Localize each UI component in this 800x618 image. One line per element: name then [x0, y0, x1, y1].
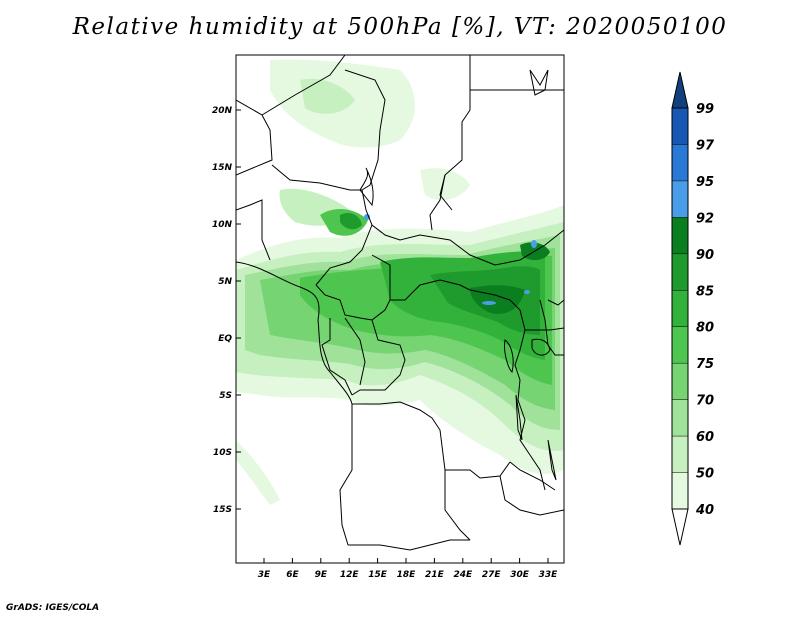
- rh-95-97-spot: [482, 301, 496, 305]
- colorbar-label: 95: [696, 175, 714, 190]
- lat-tick-label: EQ: [218, 334, 232, 344]
- lon-tick-label: 30E: [510, 570, 530, 580]
- colorbar-swatch: [672, 472, 688, 509]
- lat-tick-label: 5N: [218, 277, 232, 287]
- map-frame: [235, 54, 565, 564]
- lat-tick-label: 20N: [212, 106, 233, 116]
- lon-tick-label: 21E: [425, 570, 445, 580]
- colorbar-top-arrow: [671, 71, 689, 109]
- colorbar-label: 99: [696, 102, 714, 117]
- colorbar-swatch: [672, 144, 688, 181]
- chart-title: Relative humidity at 500hPa [%], VT: 202…: [72, 14, 728, 40]
- lon-tick-label: 12E: [340, 570, 360, 580]
- colorbar-label: 80: [696, 321, 714, 336]
- colorbar-swatch: [672, 108, 688, 145]
- lon-tick-label: 15E: [368, 570, 388, 580]
- colorbar-swatch: [672, 253, 688, 291]
- colorbar-swatch: [672, 326, 688, 364]
- lon-tick-label: 18E: [397, 570, 417, 580]
- lat-tick-label: 15N: [212, 163, 233, 173]
- colorbar-swatch: [672, 290, 688, 327]
- colorbar-swatch: [672, 399, 688, 437]
- colorbar-label: 92: [696, 211, 714, 226]
- colorbar-swatch: [672, 217, 688, 254]
- coastlines: [236, 69, 557, 481]
- lat-tick-label: 10S: [213, 448, 232, 458]
- colorbar-swatch: [672, 436, 688, 473]
- grads-credit: GrADS: IGES/COLA: [6, 603, 100, 613]
- lat-tick-label: 15S: [213, 505, 232, 515]
- lon-tick-label: 33E: [539, 570, 559, 580]
- colorbar-label: 70: [696, 394, 714, 409]
- lat-tick-label: 10N: [212, 220, 233, 230]
- rh-40-50-region: [236, 440, 280, 505]
- colorbar-label: 97: [696, 138, 715, 153]
- colorbar-label: 85: [696, 284, 714, 299]
- lon-tick-label: 9E: [315, 570, 328, 580]
- colorbar-bottom-arrow: [671, 508, 689, 546]
- lon-tick-label: 6E: [286, 570, 299, 580]
- lat-tick-label: 5S: [219, 391, 232, 401]
- lon-tick-label: 27E: [482, 570, 502, 580]
- colorbar-label: 60: [696, 430, 714, 445]
- country-boundaries: [236, 55, 564, 551]
- rh-40-50-region: [420, 168, 470, 201]
- rh-85-90-region: [340, 213, 362, 230]
- rh-50-60-region: [300, 78, 355, 114]
- lon-tick-label: 3E: [258, 570, 271, 580]
- colorbar-swatch: [672, 363, 688, 400]
- lon-tick-label: 24E: [453, 570, 473, 580]
- colorbar-swatch: [672, 180, 688, 218]
- latitude-axis: 20N 15N 10N 5N EQ 5S 10S 15S: [212, 106, 241, 515]
- colorbar-label: 40: [695, 503, 714, 518]
- colorbar: 40 50 60 70 75 80 85 90 92 95 97 99: [671, 71, 715, 546]
- longitude-axis: 3E 6E 9E 12E 15E 18E 21E 24E 27E 30E 33E: [258, 558, 558, 580]
- rh-95-97-spot: [531, 240, 537, 248]
- rh-95-97-spot: [524, 290, 530, 294]
- colorbar-label: 50: [696, 467, 714, 482]
- colorbar-label: 90: [696, 248, 714, 263]
- colorbar-label: 75: [696, 357, 714, 372]
- humidity-field: [236, 55, 564, 563]
